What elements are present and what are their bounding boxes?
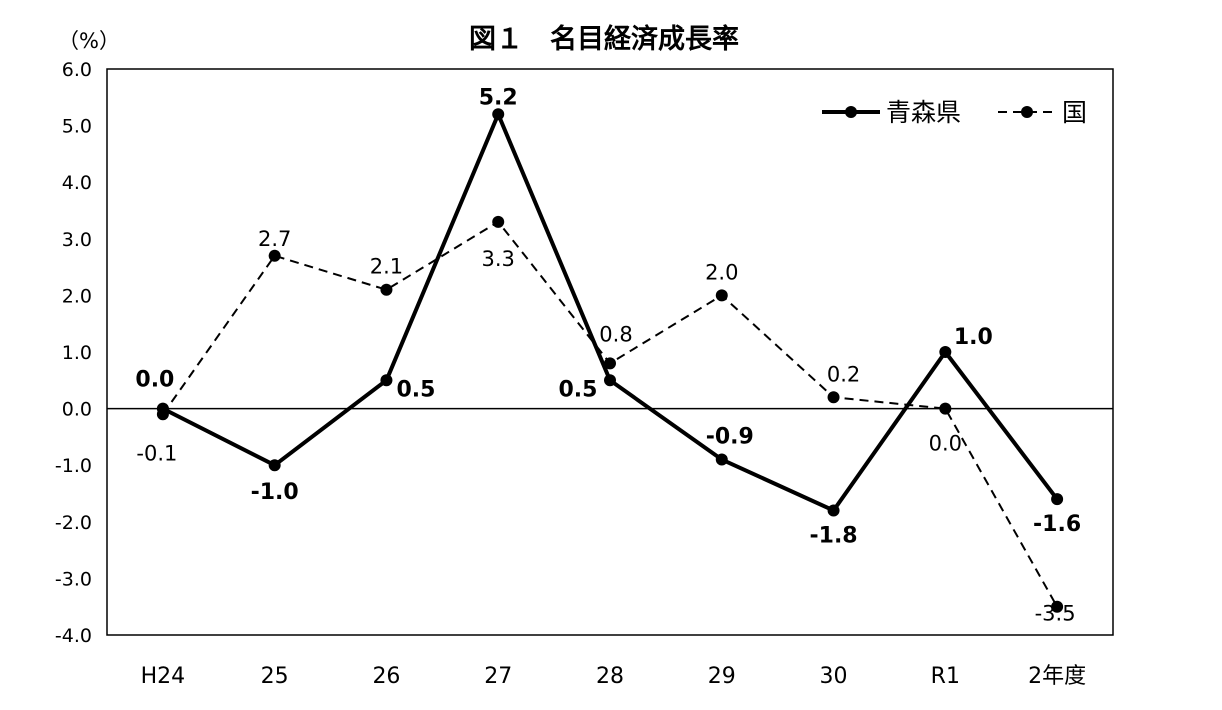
x-tick-label: 2年度 bbox=[1028, 664, 1086, 689]
data-label-series-1: 0.8 bbox=[599, 322, 632, 346]
data-label-series-0: -1.0 bbox=[251, 480, 299, 505]
series-0-point bbox=[604, 374, 616, 387]
plot-area bbox=[106, 68, 1114, 636]
data-label-series-1: -3.5 bbox=[1035, 602, 1076, 626]
x-tick-label: 26 bbox=[372, 664, 400, 689]
legend-item-series-0: 青森県 bbox=[822, 98, 961, 127]
series-0-point bbox=[380, 374, 393, 387]
series-0-point bbox=[268, 459, 281, 472]
y-tick-label: 4.0 bbox=[62, 172, 92, 194]
legend-label-series-0: 青森県 bbox=[886, 98, 961, 127]
x-tick-label: 27 bbox=[484, 664, 512, 689]
series-0-point bbox=[939, 346, 952, 358]
legend-marker-series-0 bbox=[845, 106, 857, 118]
y-tick-label: 2.0 bbox=[62, 285, 92, 307]
series-0-point bbox=[1051, 493, 1064, 506]
data-label-series-1: 2.0 bbox=[705, 260, 738, 284]
y-tick-label: 3.0 bbox=[62, 229, 92, 251]
series-line-1 bbox=[162, 220, 1058, 608]
data-label-series-0: 0.0 bbox=[135, 368, 174, 393]
legend: 青森県 国 bbox=[822, 98, 1087, 127]
legend-marker-series-1 bbox=[1021, 106, 1033, 118]
y-tick-label: -3.0 bbox=[55, 568, 92, 590]
data-label-series-0: 0.5 bbox=[396, 377, 435, 402]
data-label-series-1: 3.3 bbox=[482, 247, 515, 271]
series-1-point bbox=[492, 215, 505, 228]
series-0-point bbox=[827, 504, 840, 517]
data-label-series-1: -0.1 bbox=[136, 441, 177, 465]
x-axis-ticks: H24 25 26 27 28 29 30 R1 2年度 bbox=[141, 664, 1086, 689]
y-tick-label: -1.0 bbox=[55, 455, 92, 477]
unit-label: （%） bbox=[58, 29, 120, 53]
data-label-series-0: 1.0 bbox=[954, 325, 993, 350]
series-0-point bbox=[156, 402, 169, 415]
x-tick-label: 28 bbox=[596, 664, 624, 689]
y-tick-label: -2.0 bbox=[55, 512, 92, 534]
data-label-series-0: 0.5 bbox=[559, 377, 598, 402]
y-tick-label: 1.0 bbox=[62, 342, 92, 364]
series-1-point bbox=[380, 283, 393, 296]
y-tick-label: -4.0 bbox=[55, 625, 92, 647]
x-tick-label: H24 bbox=[141, 664, 186, 689]
data-labels: 0.0 -1.0 0.5 5.2 0.5 -0.9 -1.8 1.0 -1.6 -0.1 2.7 2.… bbox=[135, 85, 1081, 625]
series-0-point bbox=[492, 108, 505, 121]
data-label-series-0: -0.9 bbox=[706, 425, 754, 450]
data-label-series-0: 5.2 bbox=[479, 85, 518, 110]
series-1-point bbox=[1051, 600, 1064, 613]
data-label-series-1: 2.1 bbox=[370, 255, 403, 279]
x-tick-label: R1 bbox=[931, 664, 960, 689]
y-tick-label: 6.0 bbox=[62, 59, 92, 81]
y-tick-label: 5.0 bbox=[62, 116, 92, 138]
series-0-point bbox=[715, 453, 728, 466]
y-axis-ticks: 6.0 5.0 4.0 3.0 2.0 1.0 0.0 -1.0 -2.0 -3.0 -4.0 bbox=[55, 59, 92, 647]
legend-label-series-1: 国 bbox=[1062, 98, 1087, 127]
data-label-series-0: -1.6 bbox=[1033, 512, 1081, 537]
series-1-point bbox=[715, 289, 728, 302]
legend-item-series-1: 国 bbox=[998, 98, 1087, 127]
series-layer bbox=[156, 108, 1064, 613]
data-label-series-1: 0.0 bbox=[929, 432, 962, 456]
x-tick-label: 29 bbox=[708, 664, 736, 689]
chart-title: 図１ 名目経済成長率 bbox=[469, 23, 739, 55]
series-1-point bbox=[827, 391, 840, 404]
data-label-series-1: 2.7 bbox=[258, 227, 291, 251]
x-tick-label: 25 bbox=[261, 664, 289, 689]
data-label-series-0: -1.8 bbox=[810, 523, 858, 548]
series-1-point bbox=[604, 357, 616, 370]
series-1-point bbox=[939, 402, 952, 415]
data-label-series-1: 0.2 bbox=[827, 362, 860, 386]
series-line-0 bbox=[161, 112, 1059, 513]
y-tick-label: 0.0 bbox=[62, 399, 92, 421]
x-tick-label: 30 bbox=[820, 664, 848, 689]
series-1-point bbox=[268, 249, 281, 262]
